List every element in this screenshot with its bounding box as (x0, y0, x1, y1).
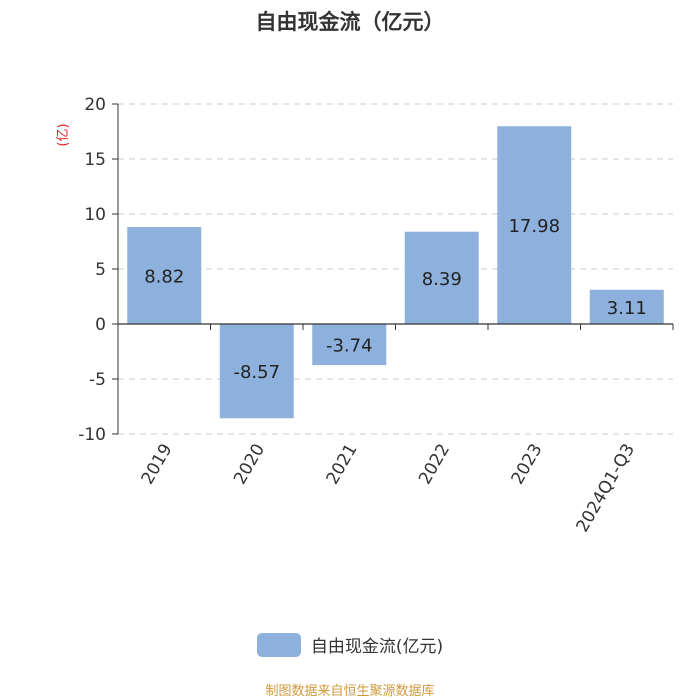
data-label-2020: -8.57 (233, 362, 280, 383)
data-label-2024Q1-Q3: 3.11 (607, 298, 647, 319)
legend[interactable]: 自由现金流(亿元) (0, 632, 700, 657)
data-label-2021: -3.74 (326, 336, 373, 357)
bar-2023 (497, 126, 572, 324)
y-tick-label: 20 (84, 95, 106, 115)
y-axis-unit-label: (亿) (56, 123, 71, 146)
y-tick-label: 0 (95, 315, 106, 335)
bar-2020 (219, 324, 294, 419)
bar-2021 (312, 324, 387, 366)
legend-swatch (256, 632, 301, 657)
bar-2022 (404, 231, 479, 324)
data-labels: 8.82 -8.57 -3.74 8.39 17.98 3.11 (144, 216, 647, 383)
x-tick-label-2021: 2021 (323, 441, 362, 488)
x-tick-label-2022: 2022 (415, 441, 454, 488)
data-label-2019: 8.82 (144, 266, 184, 287)
y-tick-label: 10 (84, 205, 106, 225)
bar-2019 (127, 226, 202, 324)
grid-lines (118, 103, 673, 435)
y-tick-label: -10 (78, 425, 106, 445)
x-tick-label-2023: 2023 (508, 441, 547, 488)
x-tick-label-2020: 2020 (230, 441, 269, 488)
y-tick-label: 5 (95, 260, 106, 280)
bar-2024Q1-Q3 (589, 289, 664, 324)
bars (127, 126, 664, 419)
data-label-2023: 17.98 (508, 216, 560, 237)
x-tick-label-2019: 2019 (138, 441, 177, 488)
y-tick-label: -5 (89, 370, 106, 390)
source-note: 制图数据来自恒生聚源数据库 (265, 684, 435, 699)
x-tick-label-2024Q1-Q3: 2024Q1-Q3 (573, 441, 640, 536)
chart-title: 自由现金流（亿元） (255, 10, 445, 34)
data-label-2022: 8.39 (422, 269, 462, 290)
y-tick-label: 15 (84, 150, 106, 170)
legend-label: 自由现金流(亿元) (310, 637, 444, 657)
bar-chart: -10 -5 0 5 10 15 20 (亿) 2019 2020 2021 2022 2023 2024… (56, 95, 674, 536)
